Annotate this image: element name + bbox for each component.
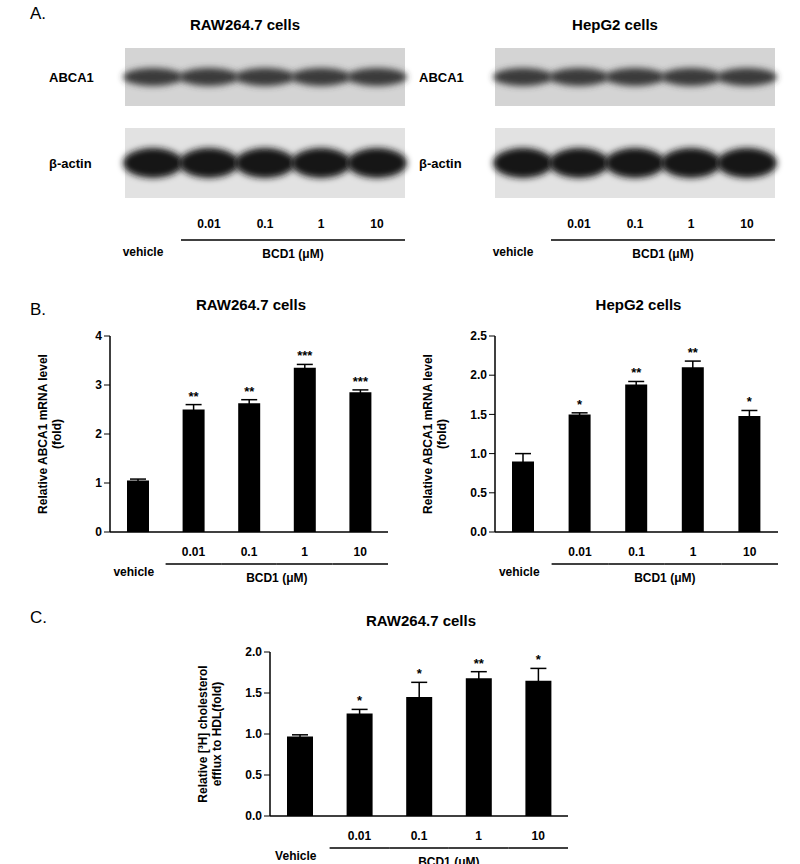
svg-text:1: 1 — [475, 829, 482, 843]
svg-text:*: * — [417, 666, 423, 681]
svg-text:0.01: 0.01 — [197, 217, 221, 231]
svg-text:0.5: 0.5 — [470, 486, 487, 500]
svg-text:**: ** — [631, 365, 642, 380]
svg-text:**: ** — [688, 345, 699, 360]
html-text:C.: C. — [30, 608, 47, 627]
svg-text:3: 3 — [95, 378, 102, 392]
svg-text:BCD1 (μM): BCD1 (μM) — [262, 247, 323, 261]
svg-text:1.0: 1.0 — [245, 727, 262, 741]
svg-text:*: * — [747, 394, 753, 409]
svg-text:0.1: 0.1 — [411, 829, 428, 843]
svg-text:BCD1 (μM): BCD1 (μM) — [632, 247, 693, 261]
svg-text:2.0: 2.0 — [245, 645, 262, 659]
svg-text:0.5: 0.5 — [245, 768, 262, 782]
svg-text:1: 1 — [95, 476, 102, 490]
svg-text:0.0: 0.0 — [470, 525, 487, 539]
svg-text:**: ** — [244, 384, 255, 399]
svg-text:0.01: 0.01 — [567, 217, 591, 231]
svg-text:1.5: 1.5 — [245, 686, 262, 700]
svg-text:2.5: 2.5 — [470, 329, 487, 343]
svg-text:1.5: 1.5 — [470, 408, 487, 422]
svg-text:0.01: 0.01 — [182, 545, 206, 559]
svg-text:10: 10 — [370, 217, 384, 231]
svg-text:vehicle: vehicle — [499, 565, 540, 579]
svg-text:10: 10 — [740, 217, 754, 231]
svg-text:1: 1 — [688, 217, 695, 231]
svg-text:vehicle: vehicle — [493, 245, 534, 259]
svg-text:vehicle: vehicle — [123, 245, 164, 259]
html-text:RAW264.7 cells: RAW264.7 cells — [196, 296, 306, 313]
svg-text:ABCA1: ABCA1 — [419, 70, 464, 85]
svg-text:Relative ABCA1 mRNA level(fold: Relative ABCA1 mRNA level(fold) — [36, 354, 64, 514]
svg-text:β-actin: β-actin — [419, 156, 462, 171]
svg-text:0: 0 — [95, 525, 102, 539]
svg-text:0.1: 0.1 — [241, 545, 258, 559]
svg-text:*: * — [536, 652, 542, 667]
svg-text:0.01: 0.01 — [568, 545, 592, 559]
svg-text:2: 2 — [95, 427, 102, 441]
svg-text:1: 1 — [318, 217, 325, 231]
svg-text:Relative ABCA1 mRNA level(fold: Relative ABCA1 mRNA level(fold) — [421, 354, 449, 514]
svg-text:***: *** — [297, 348, 313, 363]
svg-text:1: 1 — [690, 545, 697, 559]
svg-text:4: 4 — [95, 329, 102, 343]
svg-text:BCD1 (μM): BCD1 (μM) — [418, 855, 479, 864]
svg-text:Relative [³H] cholesterolefflu: Relative [³H] cholesterolefflux to HDL(f… — [196, 665, 224, 802]
html-text:RAW264.7 cells: RAW264.7 cells — [366, 612, 476, 629]
svg-text:ABCA1: ABCA1 — [49, 70, 94, 85]
svg-text:0.1: 0.1 — [257, 217, 274, 231]
html-text:B.: B. — [30, 300, 47, 319]
svg-text:10: 10 — [354, 545, 368, 559]
svg-text:RAW264.7 cells: RAW264.7 cells — [190, 16, 300, 33]
svg-text:10: 10 — [743, 545, 757, 559]
svg-text:**: ** — [474, 656, 485, 671]
svg-text:BCD1 (μM): BCD1 (μM) — [246, 571, 307, 585]
svg-text:***: *** — [353, 374, 369, 389]
svg-text:2.0: 2.0 — [470, 368, 487, 382]
svg-text:HepG2 cells: HepG2 cells — [572, 16, 658, 33]
svg-text:**: ** — [189, 389, 200, 404]
svg-text:0.1: 0.1 — [628, 545, 645, 559]
svg-text:β-actin: β-actin — [49, 156, 92, 171]
svg-text:10: 10 — [532, 829, 546, 843]
svg-text:0.01: 0.01 — [348, 829, 372, 843]
svg-text:*: * — [357, 693, 363, 708]
svg-text:Vehicle: Vehicle — [275, 849, 317, 863]
svg-text:0.0: 0.0 — [245, 809, 262, 823]
svg-text:*: * — [577, 397, 583, 412]
svg-text:vehicle: vehicle — [113, 565, 154, 579]
html-text:A.: A. — [30, 4, 47, 23]
svg-text:0.1: 0.1 — [627, 217, 644, 231]
svg-text:1.0: 1.0 — [470, 447, 487, 461]
svg-text:1: 1 — [301, 545, 308, 559]
html-text:HepG2 cells: HepG2 cells — [595, 296, 682, 313]
svg-text:BCD1 (μM): BCD1 (μM) — [634, 571, 695, 585]
